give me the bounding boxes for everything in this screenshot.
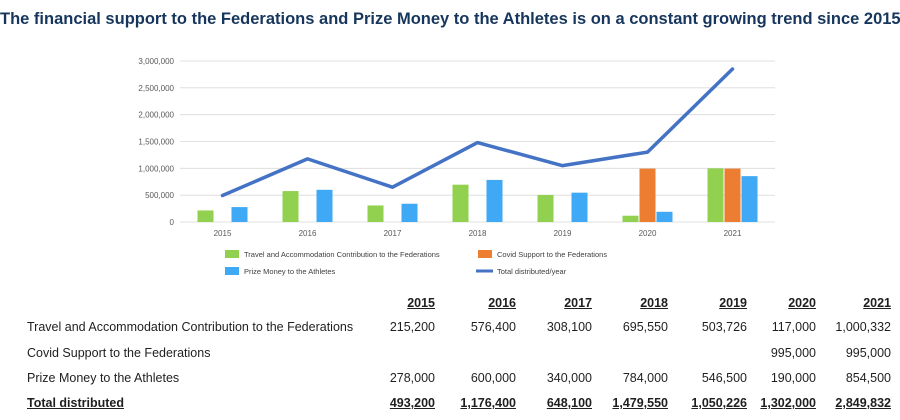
legend-swatch <box>478 250 492 258</box>
legend-swatch <box>225 267 239 275</box>
table-header-year: 2017 <box>564 296 592 310</box>
table-cell: 600,000 <box>470 371 516 385</box>
bar <box>656 211 673 222</box>
x-tick-label: 2017 <box>384 229 402 238</box>
table-header-year: 2018 <box>640 296 668 310</box>
table-cell: 215,200 <box>389 320 435 334</box>
x-tick-label: 2016 <box>299 229 317 238</box>
table-cell: 854,500 <box>845 371 891 385</box>
table-row-label: Travel and Accommodation Contribution to… <box>27 320 354 334</box>
y-tick-label: 2,000,000 <box>138 111 174 120</box>
y-tick-label: 1,500,000 <box>138 138 174 147</box>
y-tick-label: 0 <box>170 218 175 227</box>
total-line <box>220 67 735 198</box>
table-cell: 117,000 <box>771 320 816 334</box>
x-tick-label: 2019 <box>554 229 572 238</box>
legend-label: Covid Support to the Federations <box>497 250 607 259</box>
table-total-cell: 493,200 <box>389 396 435 410</box>
table-cell: 190,000 <box>770 371 816 385</box>
bar <box>724 168 741 222</box>
legend-label: Travel and Accommodation Contribution to… <box>244 250 440 259</box>
bar <box>571 192 588 222</box>
table-total-cell: 648,100 <box>546 396 592 410</box>
chart: 0 500,000 1,000,000 1,500,000 2,000,000 2,500… <box>138 57 775 276</box>
table-header-year: 2020 <box>788 296 816 310</box>
bar <box>622 215 639 222</box>
table-row-label: Covid Support to the Federations <box>27 346 211 360</box>
table-cell: 546,500 <box>701 371 747 385</box>
bar <box>197 210 214 222</box>
table-total-cell: 1,176,400 <box>460 396 516 410</box>
y-tick-label: 2,500,000 <box>138 84 174 93</box>
x-tick-label: 2020 <box>639 229 657 238</box>
bar <box>741 176 758 222</box>
table-cell: 503,726 <box>701 320 747 334</box>
table-total-cell: 2,849,832 <box>835 396 891 410</box>
bar <box>401 203 418 222</box>
bar <box>316 189 333 222</box>
table-row-label: Prize Money to the Athletes <box>27 371 180 385</box>
x-tick-label: 2018 <box>469 229 487 238</box>
table-cell: 784,000 <box>622 371 668 385</box>
legend-label: Total distributed/year <box>497 267 567 276</box>
table-cell: 308,100 <box>546 320 592 334</box>
x-tick-label: 2021 <box>724 229 742 238</box>
bar <box>367 205 384 222</box>
bar <box>707 168 724 222</box>
table-total-cell: 1,302,000 <box>760 396 816 410</box>
y-tick-label: 3,000,000 <box>138 57 174 66</box>
table-cell: 340,000 <box>546 371 592 385</box>
table-cell: 995,000 <box>770 346 816 360</box>
table-total-cell: 1,050,226 <box>691 396 747 410</box>
table-cell: 695,550 <box>622 320 668 334</box>
bar <box>282 191 299 222</box>
legend-label: Prize Money to the Athletes <box>244 267 336 276</box>
bar <box>231 207 248 222</box>
y-tick-label: 500,000 <box>145 191 174 200</box>
x-tick-label: 2015 <box>214 229 232 238</box>
table-header-year: 2021 <box>863 296 891 310</box>
table-header-year: 2016 <box>488 296 516 310</box>
table-total-cell: 1,479,550 <box>612 396 668 410</box>
page-title: The financial support to the Federations… <box>0 10 900 28</box>
table-cell: 995,000 <box>845 346 891 360</box>
table-header-year: 2019 <box>719 296 747 310</box>
legend-swatch <box>225 250 239 258</box>
table-header-year: 2015 <box>407 296 435 310</box>
table-cell: 1,000,332 <box>835 320 891 334</box>
table-cell: 278,000 <box>389 371 435 385</box>
table-total-label: Total distributed <box>27 396 124 410</box>
y-tick-label: 1,000,000 <box>138 164 174 173</box>
bar <box>486 179 503 222</box>
bar <box>452 184 469 222</box>
bar <box>537 194 554 222</box>
bar <box>639 168 656 222</box>
table-cell: 576,400 <box>470 320 516 334</box>
